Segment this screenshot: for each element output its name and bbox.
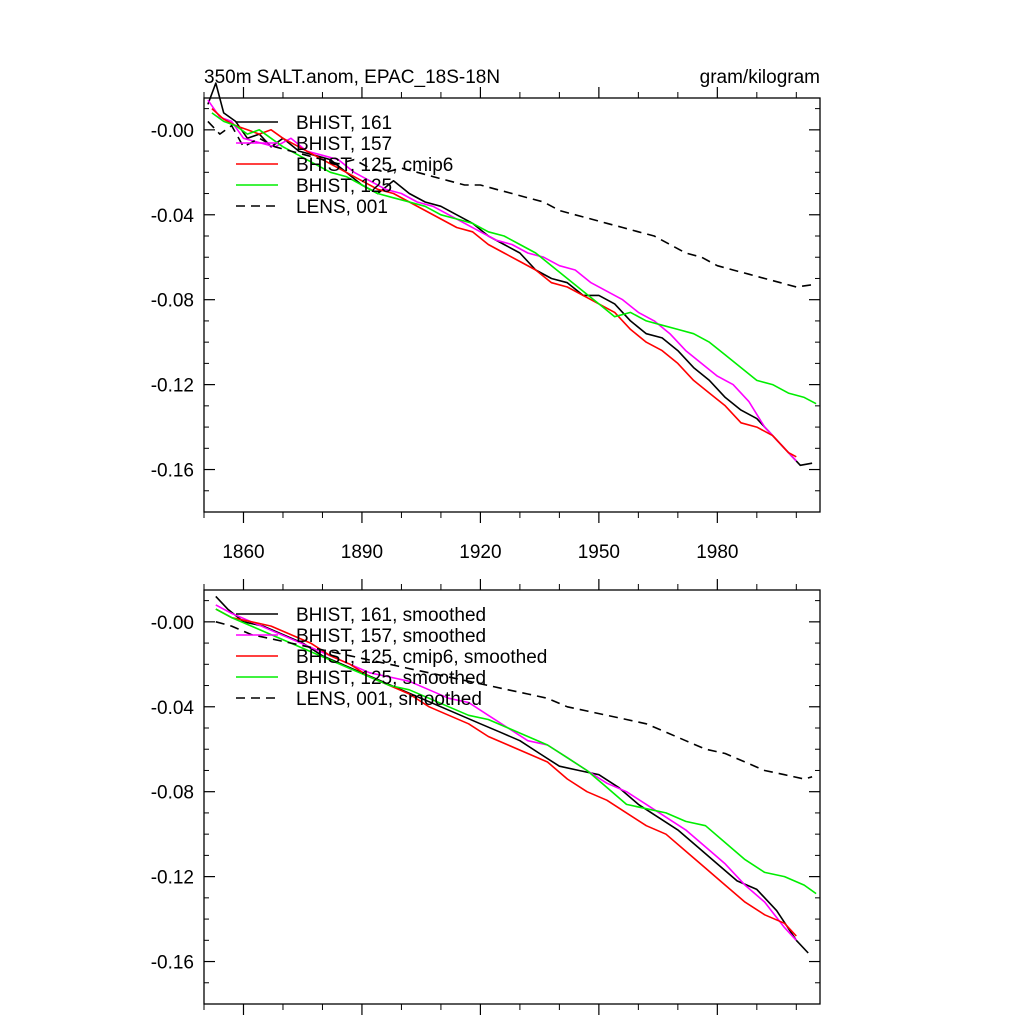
top-y-tick-label: -0.12: [151, 376, 194, 397]
bottom-y-tick-label: -0.12: [151, 868, 194, 889]
top-x-tick-label: 1980: [696, 542, 738, 563]
chart-title: 350m SALT.anom, EPAC_18S-18N: [204, 67, 500, 88]
bottom-panel: -0.00 -0.04 -0.08 -0.12 -0.16 BHIST, 161, sm…: [151, 579, 821, 1015]
bottom-y-tick-labels: -0.00 -0.04 -0.08 -0.12 -0.16: [151, 613, 195, 974]
top-series-bhist-157: [207, 99, 797, 462]
bottom-legend-label: LENS, 001, smoothed: [296, 689, 482, 710]
bottom-y-tick-label: -0.08: [151, 783, 194, 804]
top-series-lens-001: [207, 120, 813, 288]
bottom-legend-label: BHIST, 125, smoothed: [296, 668, 486, 689]
top-x-tick-labels: 1860 1890 1920 1950 1980: [222, 542, 738, 563]
top-legend-label: BHIST, 125: [296, 176, 392, 197]
top-y-tick-label: -0.04: [151, 206, 195, 227]
top-x-tick-label: 1920: [459, 542, 501, 563]
top-y-tick-labels: -0.00 -0.04 -0.08 -0.12 -0.16: [151, 121, 195, 482]
bottom-legend-label: BHIST, 125, cmip6, smoothed: [296, 647, 547, 668]
top-series-bhist-125-cmip6: [211, 108, 797, 458]
bottom-axis-ticks: [203, 579, 820, 1015]
top-panel: -0.00 -0.04 -0.08 -0.12 -0.16 1860 1890 1920 19…: [151, 82, 821, 563]
top-y-tick-label: -0.16: [151, 461, 194, 482]
bottom-y-tick-label: -0.04: [151, 698, 195, 719]
top-y-tick-label: -0.00: [151, 121, 194, 142]
bottom-series-bhist-125-cmip6-smoothed: [215, 608, 797, 937]
bottom-y-tick-label: -0.16: [151, 953, 194, 974]
top-x-tick-label: 1860: [222, 542, 264, 563]
bottom-legend-label: BHIST, 157, smoothed: [296, 626, 486, 647]
top-y-tick-label: -0.08: [151, 291, 194, 312]
bottom-y-tick-label: -0.00: [151, 613, 194, 634]
top-x-tick-label: 1890: [341, 542, 383, 563]
top-plot-frame: [203, 97, 821, 513]
top-legend-label: BHIST, 125, cmip6: [296, 155, 453, 176]
bottom-legend-label: BHIST, 161, smoothed: [296, 605, 486, 626]
bottom-plot-frame: [203, 589, 821, 1005]
top-axis-ticks: [203, 87, 820, 523]
top-legend-label: BHIST, 161: [296, 113, 392, 134]
top-legend-label: BHIST, 157: [296, 134, 392, 155]
top-legend-label: LENS, 001: [296, 197, 388, 218]
units-label: gram/kilogram: [700, 67, 820, 88]
top-plot-lines: [207, 82, 817, 467]
bottom-plot-lines: [215, 595, 817, 954]
bottom-series-bhist-125-smoothed: [215, 608, 817, 895]
top-x-tick-label: 1950: [578, 542, 620, 563]
